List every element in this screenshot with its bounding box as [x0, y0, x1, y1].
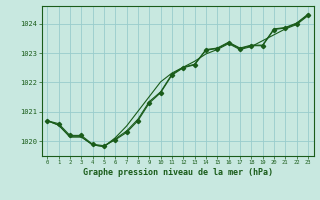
- X-axis label: Graphe pression niveau de la mer (hPa): Graphe pression niveau de la mer (hPa): [83, 168, 273, 177]
